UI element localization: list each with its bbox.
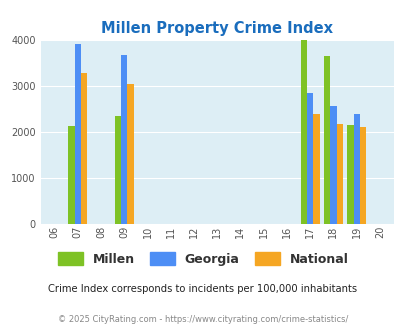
Bar (75, 44, 81, 224)
Bar (81, 73, 87, 224)
Bar (68, 126, 75, 224)
Bar (121, 55, 127, 224)
Bar (336, 124, 342, 224)
Bar (353, 115, 359, 224)
Text: Crime Index corresponds to incidents per 100,000 inhabitants: Crime Index corresponds to incidents per… (48, 284, 357, 294)
Text: © 2025 CityRating.com - https://www.cityrating.com/crime-statistics/: © 2025 CityRating.com - https://www.city… (58, 315, 347, 324)
Legend: Millen, Georgia, National: Millen, Georgia, National (52, 247, 353, 271)
Bar (359, 127, 365, 224)
Bar (346, 125, 353, 224)
Bar (323, 56, 329, 224)
Bar (329, 106, 336, 224)
Bar (300, 40, 306, 224)
Bar (115, 116, 121, 224)
Title: Millen Property Crime Index: Millen Property Crime Index (101, 21, 333, 36)
Bar (313, 115, 319, 224)
Bar (306, 93, 313, 224)
Bar (127, 84, 133, 224)
